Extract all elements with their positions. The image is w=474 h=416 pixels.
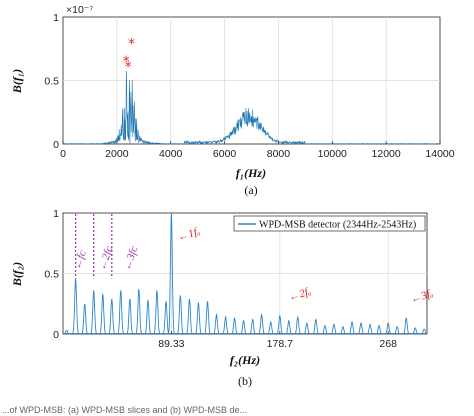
panel-a-y-tick-label: 1 [53, 12, 59, 24]
panel-a-y-ticks: 00.51 [44, 12, 59, 151]
panel-a-x-tick-label: 6000 [213, 148, 237, 160]
panel-b-spectral-peak [222, 315, 229, 335]
panel-b-series [63, 212, 428, 335]
panel-b-spectral-peak [195, 302, 202, 335]
panel-b-spectral-peak [144, 300, 152, 335]
panel-a-x-tick-label: 2000 [105, 148, 129, 160]
panel-b-x-tick-label: 268 [379, 338, 397, 350]
figure-caption-fragment: ...of WPD-MSB: (a) WPD-MSB slices and (b… [2, 405, 247, 415]
panel-b-spectral-peak [357, 322, 365, 335]
panel-b-spectral-peak [303, 322, 311, 335]
panel-b-spectral-peak [204, 301, 211, 335]
panel-b-spectral-peak [81, 303, 89, 335]
panel-b-caption: (b) [238, 374, 252, 388]
panel-b-spectral-peak [153, 290, 161, 335]
panel-b-spectral-peak [231, 317, 238, 335]
panel-b-spectral-peak [63, 329, 70, 335]
panel-b-ylabel: B(f₂) [10, 262, 24, 287]
panel-a-peak-marker: * [128, 36, 135, 52]
panel-b-dotted-markers [74, 214, 113, 279]
panel-b-spectral-peak [294, 315, 302, 335]
panel-a-caption: (a) [244, 183, 257, 197]
panel-b-spectral-peak [135, 289, 143, 335]
panel-b-spectral-peak [162, 301, 170, 335]
panel-b-spectral-peak [249, 318, 256, 335]
panel-a-x-tick-label: 8000 [267, 148, 291, 160]
panel-a-peak-markers: *** [123, 36, 135, 75]
panel-a-x-tick-label: 12000 [372, 148, 401, 160]
panel-a-grid [63, 17, 440, 144]
panel-a-y-tick-label: 0.5 [44, 76, 59, 88]
panel-b-spectral-peak [348, 320, 356, 335]
panel-b-spectral-peak [176, 295, 184, 335]
panel-b-spectral-peak [402, 317, 410, 335]
panel-b-xlabel: f₂(Hz) [230, 353, 260, 367]
panel-b-spectral-peak [267, 320, 275, 335]
panel-a-x-tick-label: 0 [60, 148, 66, 160]
panel-a-peak-marker: * [123, 54, 130, 70]
panel-a-x-tick-label: 10000 [318, 148, 347, 160]
panel-b-spectral-peak [126, 298, 134, 335]
panel-b-legend: WPD-MSB detector (2344Hz-2543Hz) [233, 215, 426, 232]
panel-a-exponent: ×10⁻⁷ [66, 4, 93, 16]
panel-b-x-ticks: 89.33 178.7 268 [158, 331, 397, 350]
panel-a-peak-marker: * [125, 59, 132, 75]
panel-b-spectral-peak [99, 294, 107, 335]
panel-a-spectrum-line [62, 70, 440, 145]
panel-b-x-tick-label: 178.7 [267, 338, 293, 350]
panel-b-spectral-peak [108, 298, 116, 335]
panel-b-spectral-peak [312, 318, 320, 335]
panel-b-y-tick-label: 0.5 [44, 269, 59, 281]
panel-b-spectral-peak [384, 322, 392, 335]
panel-b-y-tick-label: 0 [53, 329, 59, 341]
legend-box [233, 215, 426, 232]
panel-b-spectral-peak [185, 298, 193, 335]
panel-a-x-tick-label: 4000 [159, 148, 183, 160]
panel-b-spectral-peak [240, 319, 247, 335]
panel-b-spectral-peak [213, 312, 220, 335]
panel-b-spectral-peak [276, 314, 284, 335]
panel-b-spectral-peak [117, 290, 125, 335]
panel-a-series [62, 70, 440, 145]
panel-b-spectral-peak [90, 290, 98, 335]
annotation-fc: ←fᴄ [71, 248, 89, 271]
panel-a-x-tick-label: 14000 [425, 148, 454, 160]
panel-b-spectral-peak [258, 312, 265, 335]
panel-a: *** 0 2000 4000 6000 8000 10000 12000 14000 00.… [10, 4, 455, 197]
panel-a-ylabel: B(f₁) [10, 69, 24, 94]
panel-a-y-tick-label: 0 [53, 139, 59, 151]
panel-b-y-ticks: 00.51 [44, 208, 59, 341]
panel-b-x-tick-label: 89.33 [158, 338, 184, 350]
panel-b-grid [63, 213, 427, 334]
legend-label: WPD-MSB detector (2344Hz-2543Hz) [259, 220, 416, 231]
panel-b-y-tick-label: 1 [53, 208, 59, 220]
panel-a-xlabel: f₁(Hz) [236, 166, 266, 180]
panel-a-x-ticks: 0 2000 4000 6000 8000 10000 12000 14000 [60, 141, 455, 160]
panel-b-spectral-peak [285, 319, 293, 335]
panel-b-spectral-peak [167, 212, 175, 334]
panel-b: 89.33 178.7 268 00.51 WPD-MSB detector (23… [10, 208, 435, 388]
